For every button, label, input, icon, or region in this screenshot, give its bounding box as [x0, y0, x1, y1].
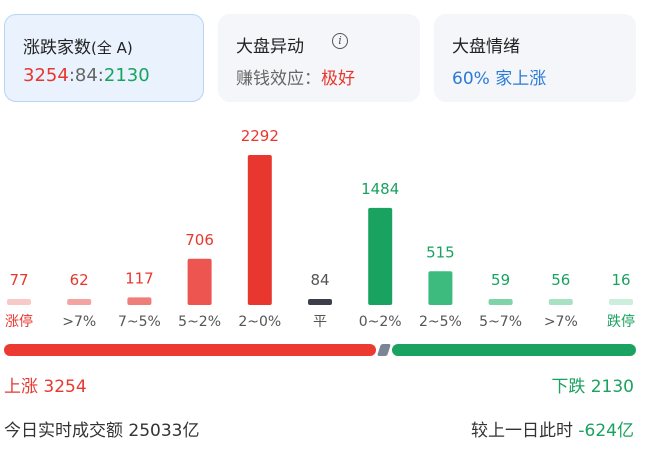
category-label: >7% [544, 314, 578, 330]
movement-effect: 赚钱效应：极好 [236, 64, 355, 89]
down-total-label: 下跌 2130 [551, 377, 634, 397]
bar-value-label: 1484 [361, 180, 399, 198]
bar [247, 155, 272, 305]
counts-ratio: 3254:84:2130 [23, 65, 150, 86]
category-label: 2~0% [238, 314, 281, 330]
bar-value-label: 706 [185, 231, 214, 249]
bar [308, 299, 332, 305]
counts-scope: (全 A) [91, 39, 133, 57]
turnover-value: 25033亿 [128, 421, 200, 441]
category-label: >7% [62, 314, 96, 330]
category-label: 平 [313, 314, 327, 330]
category-label: 涨停 [5, 313, 33, 330]
flat-count: 84 [74, 65, 98, 86]
compare-text: 较上一日此时 -624亿 [471, 416, 634, 441]
bar [187, 258, 212, 305]
bar [368, 207, 393, 305]
up-proportion-bar [4, 344, 376, 356]
bar [428, 271, 453, 305]
bar [609, 299, 633, 305]
bar-value-label: 515 [426, 243, 455, 261]
bar [488, 299, 513, 305]
ratio-separator: : [97, 65, 104, 86]
compare-value: -624亿 [578, 421, 634, 441]
movement-card[interactable]: 大盘异动 i 赚钱效应：极好 [218, 14, 420, 102]
counts-title: 涨跌家数(全 A) [23, 33, 133, 58]
down-count: 2130 [103, 65, 150, 86]
compare-label: 较上一日此时 [471, 421, 573, 441]
bar [7, 299, 31, 305]
category-label: 2~5% [419, 314, 462, 330]
counts-card[interactable]: 涨跌家数(全 A) 3254:84:2130 [4, 14, 204, 102]
bar-value-label: 59 [491, 271, 510, 289]
effect-value: 极好 [321, 69, 355, 89]
category-label: 跌停 [607, 313, 635, 330]
bar-value-label: 84 [310, 271, 329, 289]
bar-value-label: 56 [551, 271, 570, 289]
flat-proportion-marker [377, 344, 391, 356]
category-label: 5~7% [479, 314, 522, 330]
turnover-label: 今日实时成交额 [4, 421, 123, 441]
up-total-label: 上涨 3254 [4, 377, 87, 397]
up-count: 3254 [23, 65, 69, 86]
mood-card[interactable]: 大盘情绪 60% 家上涨 [434, 14, 636, 102]
category-label: 5~2% [178, 314, 221, 330]
bar-value-label: 62 [70, 271, 89, 289]
bar [127, 297, 152, 305]
bar-value-label: 2292 [241, 127, 279, 145]
movement-title: 大盘异动 [236, 37, 304, 57]
distribution-chart: 77 涨停 62 >7% 117 7~5% 706 5~2% 2292 2~0% 84 平 1484 0~… [5, 127, 635, 330]
category-label: 7~5% [118, 314, 161, 330]
mood-title: 大盘情绪 [452, 37, 520, 57]
effect-label: 赚钱效应： [236, 69, 321, 89]
bar [67, 299, 92, 305]
ratio-separator: : [68, 65, 75, 86]
bar-value-label: 117 [125, 269, 154, 287]
turnover-text: 今日实时成交额 25033亿 [4, 416, 200, 441]
bar-value-label: 16 [611, 271, 630, 289]
bar [548, 299, 573, 305]
bar-value-label: 77 [9, 271, 28, 289]
category-label: 0~2% [359, 314, 402, 330]
mood-value: 60% 家上涨 [452, 69, 547, 89]
info-icon[interactable]: i [332, 33, 348, 49]
down-proportion-bar [392, 344, 636, 356]
counts-title-text: 涨跌家数 [23, 38, 91, 58]
